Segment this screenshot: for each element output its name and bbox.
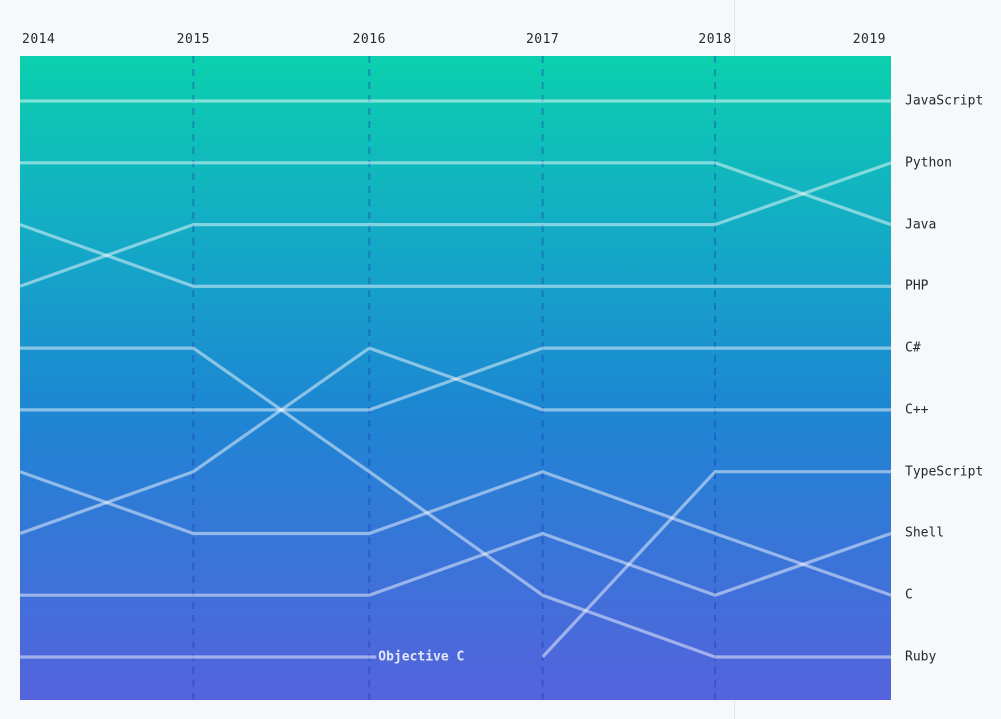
rank-line-typescript — [541, 470, 891, 659]
language-label-php: PHP — [905, 278, 929, 294]
year-axis: 2014 2015 2016 2017 2018 2019 — [0, 0, 1001, 56]
year-label-2018: 2018 — [698, 32, 732, 47]
rank-line-php — [20, 223, 891, 288]
language-label-java: Java — [905, 217, 937, 233]
rank-line-c — [20, 470, 891, 597]
language-label-c: C++ — [905, 402, 929, 418]
year-label-2014: 2014 — [22, 32, 56, 47]
language-label-ruby: Ruby — [905, 649, 937, 665]
language-label-c: C — [905, 587, 913, 603]
language-label-shell: Shell — [905, 525, 945, 541]
language-label-c: C# — [905, 340, 921, 356]
chart-gradient-background — [20, 56, 891, 700]
rank-line-shell — [20, 531, 891, 597]
year-label-2016: 2016 — [352, 32, 386, 47]
rank-line-java — [20, 161, 891, 227]
dropout-language-label-objective-c: Objective C — [378, 649, 465, 665]
language-label-javascript: JavaScript — [905, 93, 984, 109]
rank-line-python — [20, 161, 891, 288]
rank-line-ruby — [20, 346, 891, 659]
rank-line-c — [20, 346, 891, 412]
page-gridline-top — [734, 0, 735, 56]
bump-chart: Objective C — [20, 56, 891, 700]
year-label-2015: 2015 — [176, 32, 210, 47]
rank-line-c — [20, 346, 891, 536]
year-label-2019: 2019 — [852, 32, 886, 47]
bump-chart-canvas — [20, 56, 891, 700]
page-gridline-bottom — [734, 700, 735, 719]
year-label-2017: 2017 — [525, 32, 560, 47]
language-label-python: Python — [905, 155, 952, 171]
language-label-typescript: TypeScript — [905, 464, 984, 480]
